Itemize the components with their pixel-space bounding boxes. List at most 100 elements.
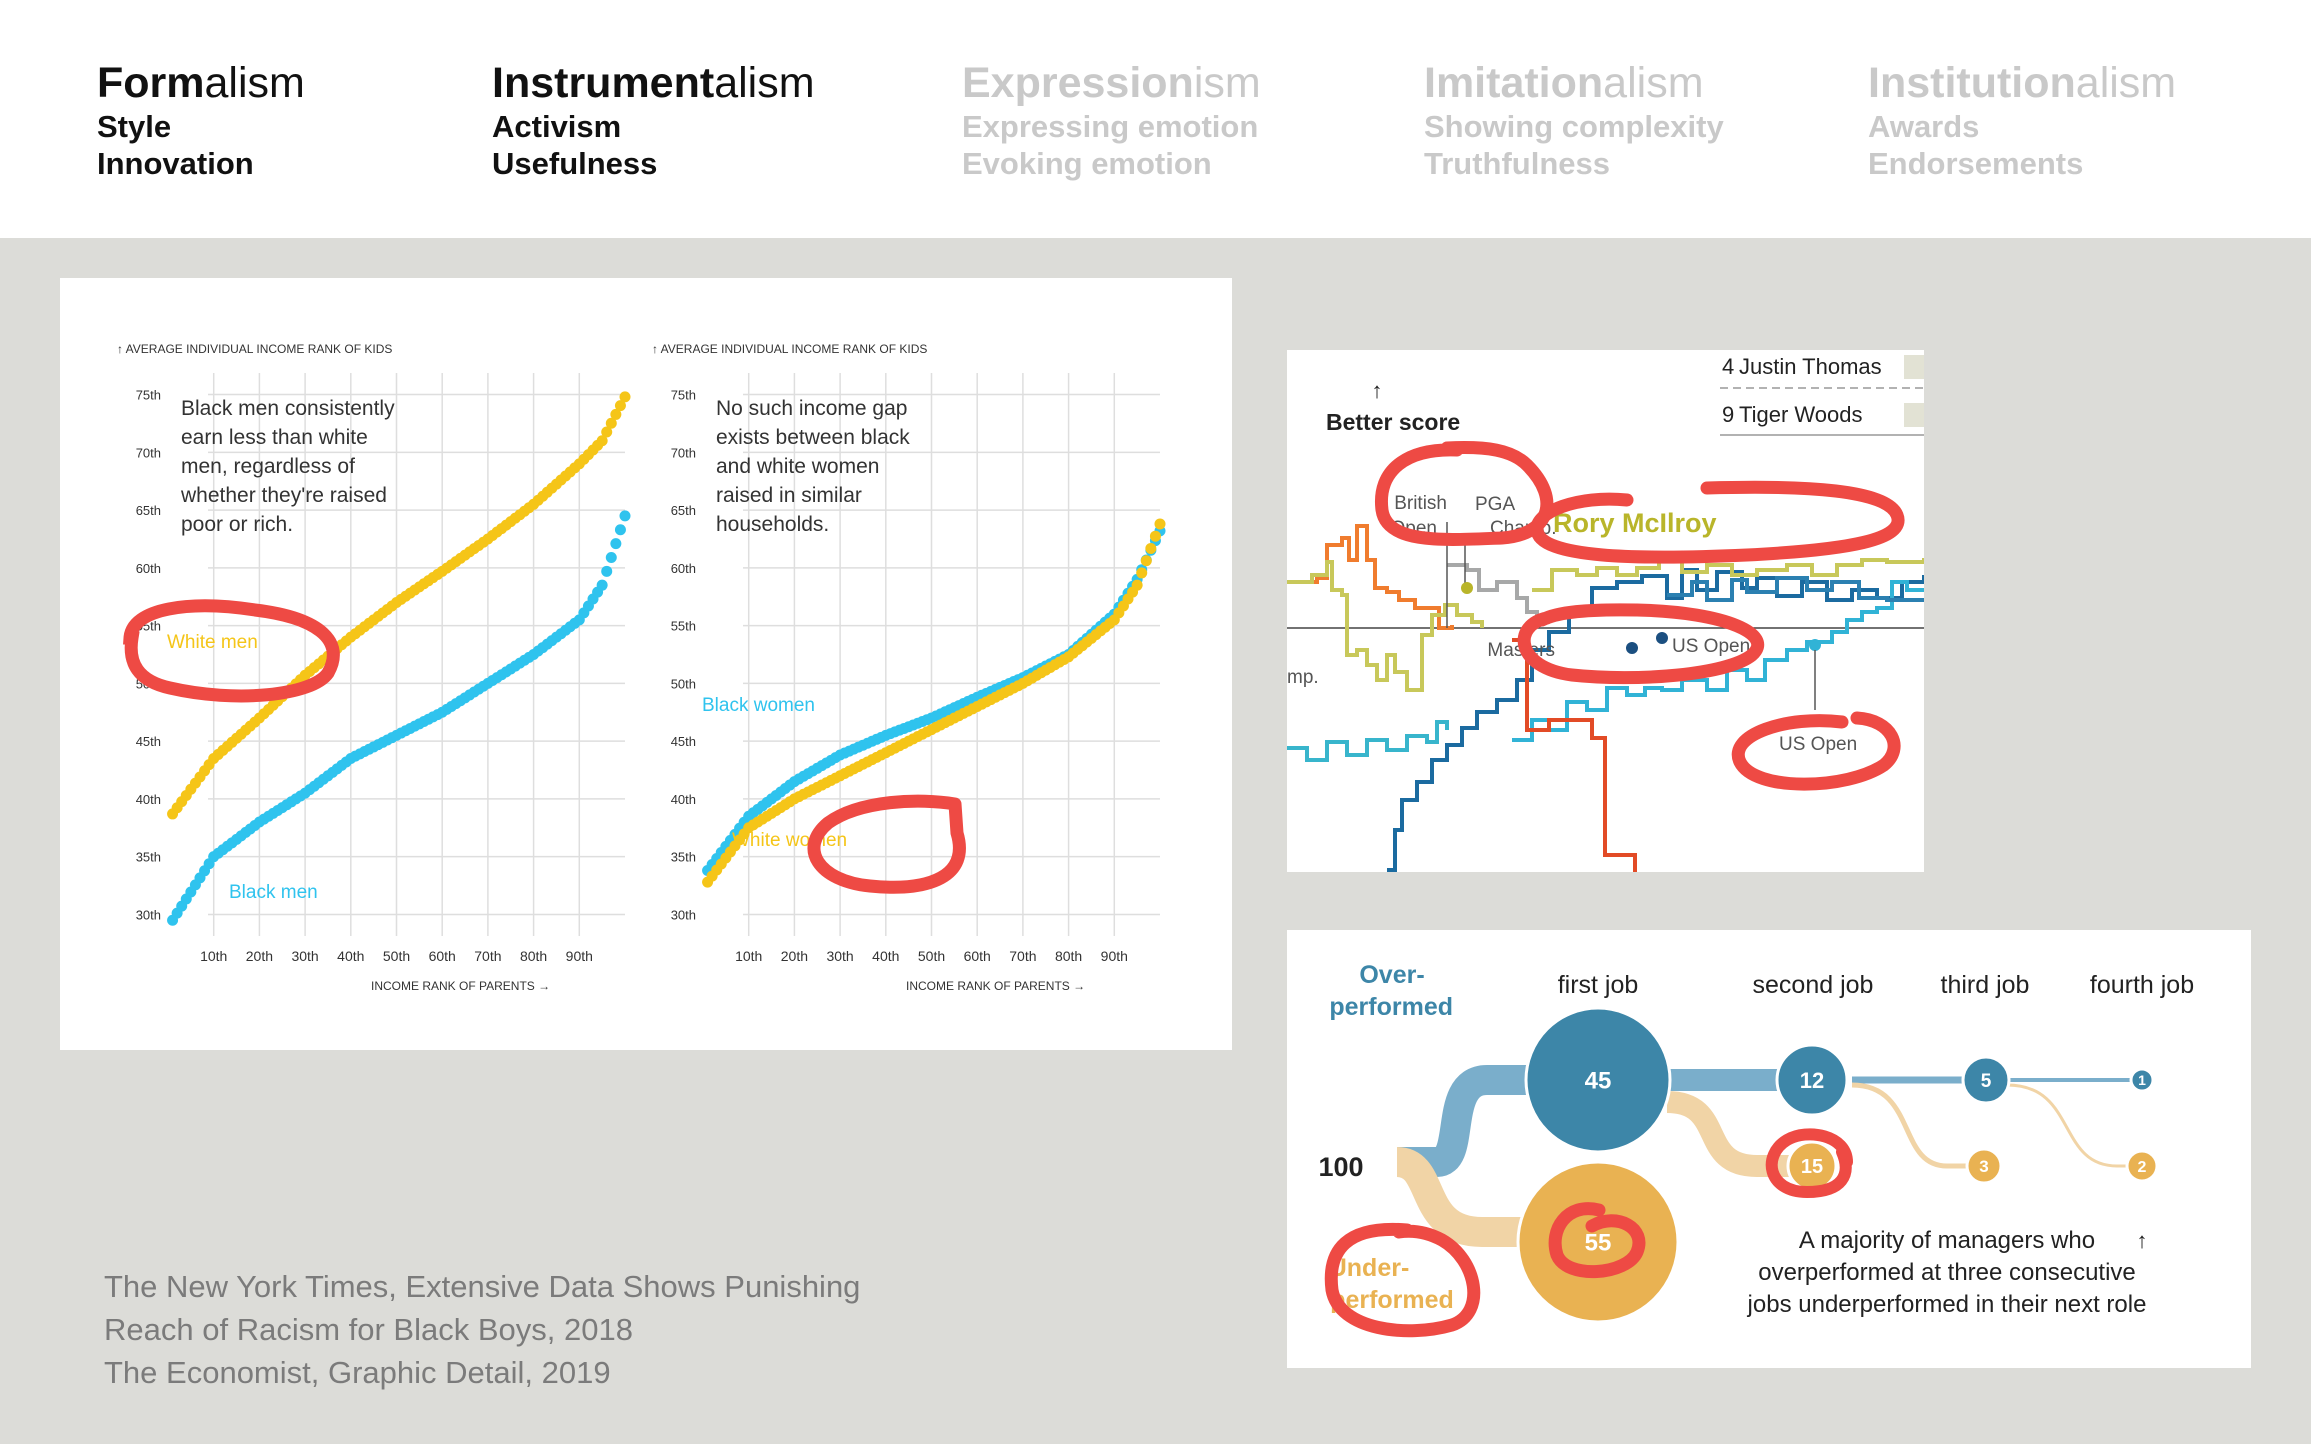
framework-title: Instrumentalism (492, 58, 815, 108)
data-point (601, 565, 613, 577)
data-point (1149, 530, 1161, 542)
scatter-chart-1: 30th35th40th45th50th55th60th65th70th75th… (117, 342, 631, 993)
x-tick-label: 60th (964, 948, 991, 964)
x-tick-label: 70th (474, 948, 501, 964)
data-point (610, 538, 622, 550)
chart-annotation-line: exists between black (716, 426, 910, 449)
flow-node (2129, 1067, 2155, 1093)
chart-annotation-line: men, regardless of (181, 455, 355, 478)
framework-title-suffix: ism (1193, 59, 1261, 107)
framework-item: Usefulness (492, 146, 658, 181)
flow-node-value: 1 (2138, 1072, 2146, 1088)
x-tick-label: 40th (337, 948, 364, 964)
chart-annotation: Black men consistently earn less than whi… (180, 397, 395, 536)
highlight-circle-white-women (807, 794, 966, 894)
annotation-label: mp. (1287, 667, 1319, 688)
framework-title-bold: Institution (1868, 59, 2076, 107)
event-marker (1461, 582, 1473, 594)
data-point (1140, 555, 1152, 567)
highlight-circle-masters (1517, 603, 1765, 685)
annotation-label: US Open (1672, 636, 1750, 657)
highlight-circle-majors (1374, 441, 1554, 546)
x-tick-label: 60th (429, 948, 456, 964)
header-bar: Formalism Style Innovation Instrumentalism A… (0, 0, 2311, 238)
line-red (1512, 638, 1637, 872)
flow-chart-svg: first job second job third job fourth job Ov… (1318, 961, 2194, 1338)
credit-line: The Economist, Graphic Detail, 2019 (104, 1355, 611, 1390)
flow-over-1 (1397, 1065, 1567, 1177)
stage-label: second job (1753, 971, 1874, 999)
data-point (1136, 567, 1148, 579)
nyt-chart-panel: 30th 35th 40th 45th 50th 55th 60th 65th 70th 75th… (60, 278, 1232, 1050)
data-point (619, 510, 631, 522)
data-point (1145, 542, 1157, 554)
data-point (1131, 579, 1143, 591)
x-tick-label: 90th (1101, 948, 1128, 964)
x-tick-label: 40th (872, 948, 899, 964)
series-white-women (702, 518, 1166, 888)
data-point (601, 426, 613, 438)
series-black-men (167, 510, 631, 926)
legend-name: Justin Thomas (1739, 354, 1882, 379)
framework-column-institution: Institutionalism Awards Endorsements (1868, 58, 2176, 182)
chart-annotation-line: and white women (716, 455, 879, 478)
x-tick-label: 10th (735, 948, 762, 964)
framework-item: Evoking emotion (962, 146, 1212, 181)
annotation-label: British (1394, 493, 1447, 514)
legend-rank: 9 (1722, 402, 1734, 427)
series-label: Black women (702, 695, 815, 716)
total-label: 100 (1318, 1152, 1363, 1182)
x-tick-label: 30th (291, 948, 318, 964)
flow-node-value: 5 (1981, 1071, 1992, 1092)
under-label: Under- (1329, 1254, 1410, 1282)
annotation-line: jobs underperformed in their next role (1747, 1291, 2147, 1318)
y-tick-label: 70th (671, 445, 696, 460)
framework-item: Activism (492, 109, 622, 144)
y-tick-label: 50th (671, 676, 696, 691)
data-point (596, 579, 608, 591)
framework-title-bold: Instrument (492, 59, 715, 107)
y-tick-label: 30th (671, 907, 696, 922)
series-label: White women (732, 830, 847, 851)
flow-node (1524, 1006, 1672, 1154)
framework-item: Expressing emotion (962, 109, 1259, 144)
x-axis-label: INCOME RANK OF PARENTS → (371, 979, 550, 993)
credits: The New York Times, Extensive Data Shows… (104, 1265, 860, 1394)
flow-node (1516, 1160, 1680, 1324)
over-label: performed (1329, 993, 1453, 1021)
y-tick-label: 40th (136, 792, 161, 807)
framework-item: Showing complexity (1424, 109, 1724, 144)
highlight-circle-us-open (1731, 711, 1901, 791)
flow-under-1 (1395, 1147, 1567, 1247)
x-axis-label: INCOME RANK OF PARENTS → (906, 979, 1085, 993)
credit-line: Reach of Racism for Black Boys, 2018 (104, 1312, 633, 1347)
y-tick-label: 75th (136, 388, 161, 403)
stage-label: fourth job (2090, 971, 2194, 999)
series-label: White men (167, 632, 258, 653)
flow-under-3 (1851, 1082, 1987, 1169)
framework-title-bold: Imitation (1424, 59, 1604, 107)
line-teal (1287, 720, 1449, 762)
framework-item: Innovation (97, 146, 254, 181)
line-olive-2 (1532, 558, 1924, 592)
stage-label: third job (1941, 971, 2030, 999)
framework-title-suffix: alism (714, 59, 815, 107)
chart-annotation: No such income gap exists between black an… (716, 397, 910, 536)
framework-column-form: Formalism Style Innovation (97, 58, 305, 182)
y-tick-label: 45th (136, 734, 161, 749)
event-marker (1809, 639, 1821, 651)
line-blue-2 (1667, 576, 1924, 602)
x-tick-label: 90th (566, 948, 593, 964)
legend-swatch (1904, 403, 1924, 427)
data-point (605, 417, 617, 429)
golf-chart-panel: 4 Justin Thomas 9 Tiger Woods ↑ Better score P… (1287, 350, 1924, 872)
y-axis-label: ↑ AVERAGE INDIVIDUAL INCOME RANK OF KIDS (117, 342, 392, 356)
flow-chart-panel: first job second job third job fourth job Ov… (1287, 930, 2251, 1368)
scatter-chart-2: 30th 35th 40th 45th 50th 55th 60th 65th 70th 75th… (652, 342, 1166, 993)
data-point (610, 408, 622, 420)
flow-node (1965, 1147, 2003, 1185)
framework-title-suffix: alism (2075, 59, 2177, 107)
flow-node-value: 55 (1585, 1230, 1612, 1257)
event-marker (1656, 632, 1668, 644)
chart-annotation-line: poor or rich. (181, 513, 293, 536)
